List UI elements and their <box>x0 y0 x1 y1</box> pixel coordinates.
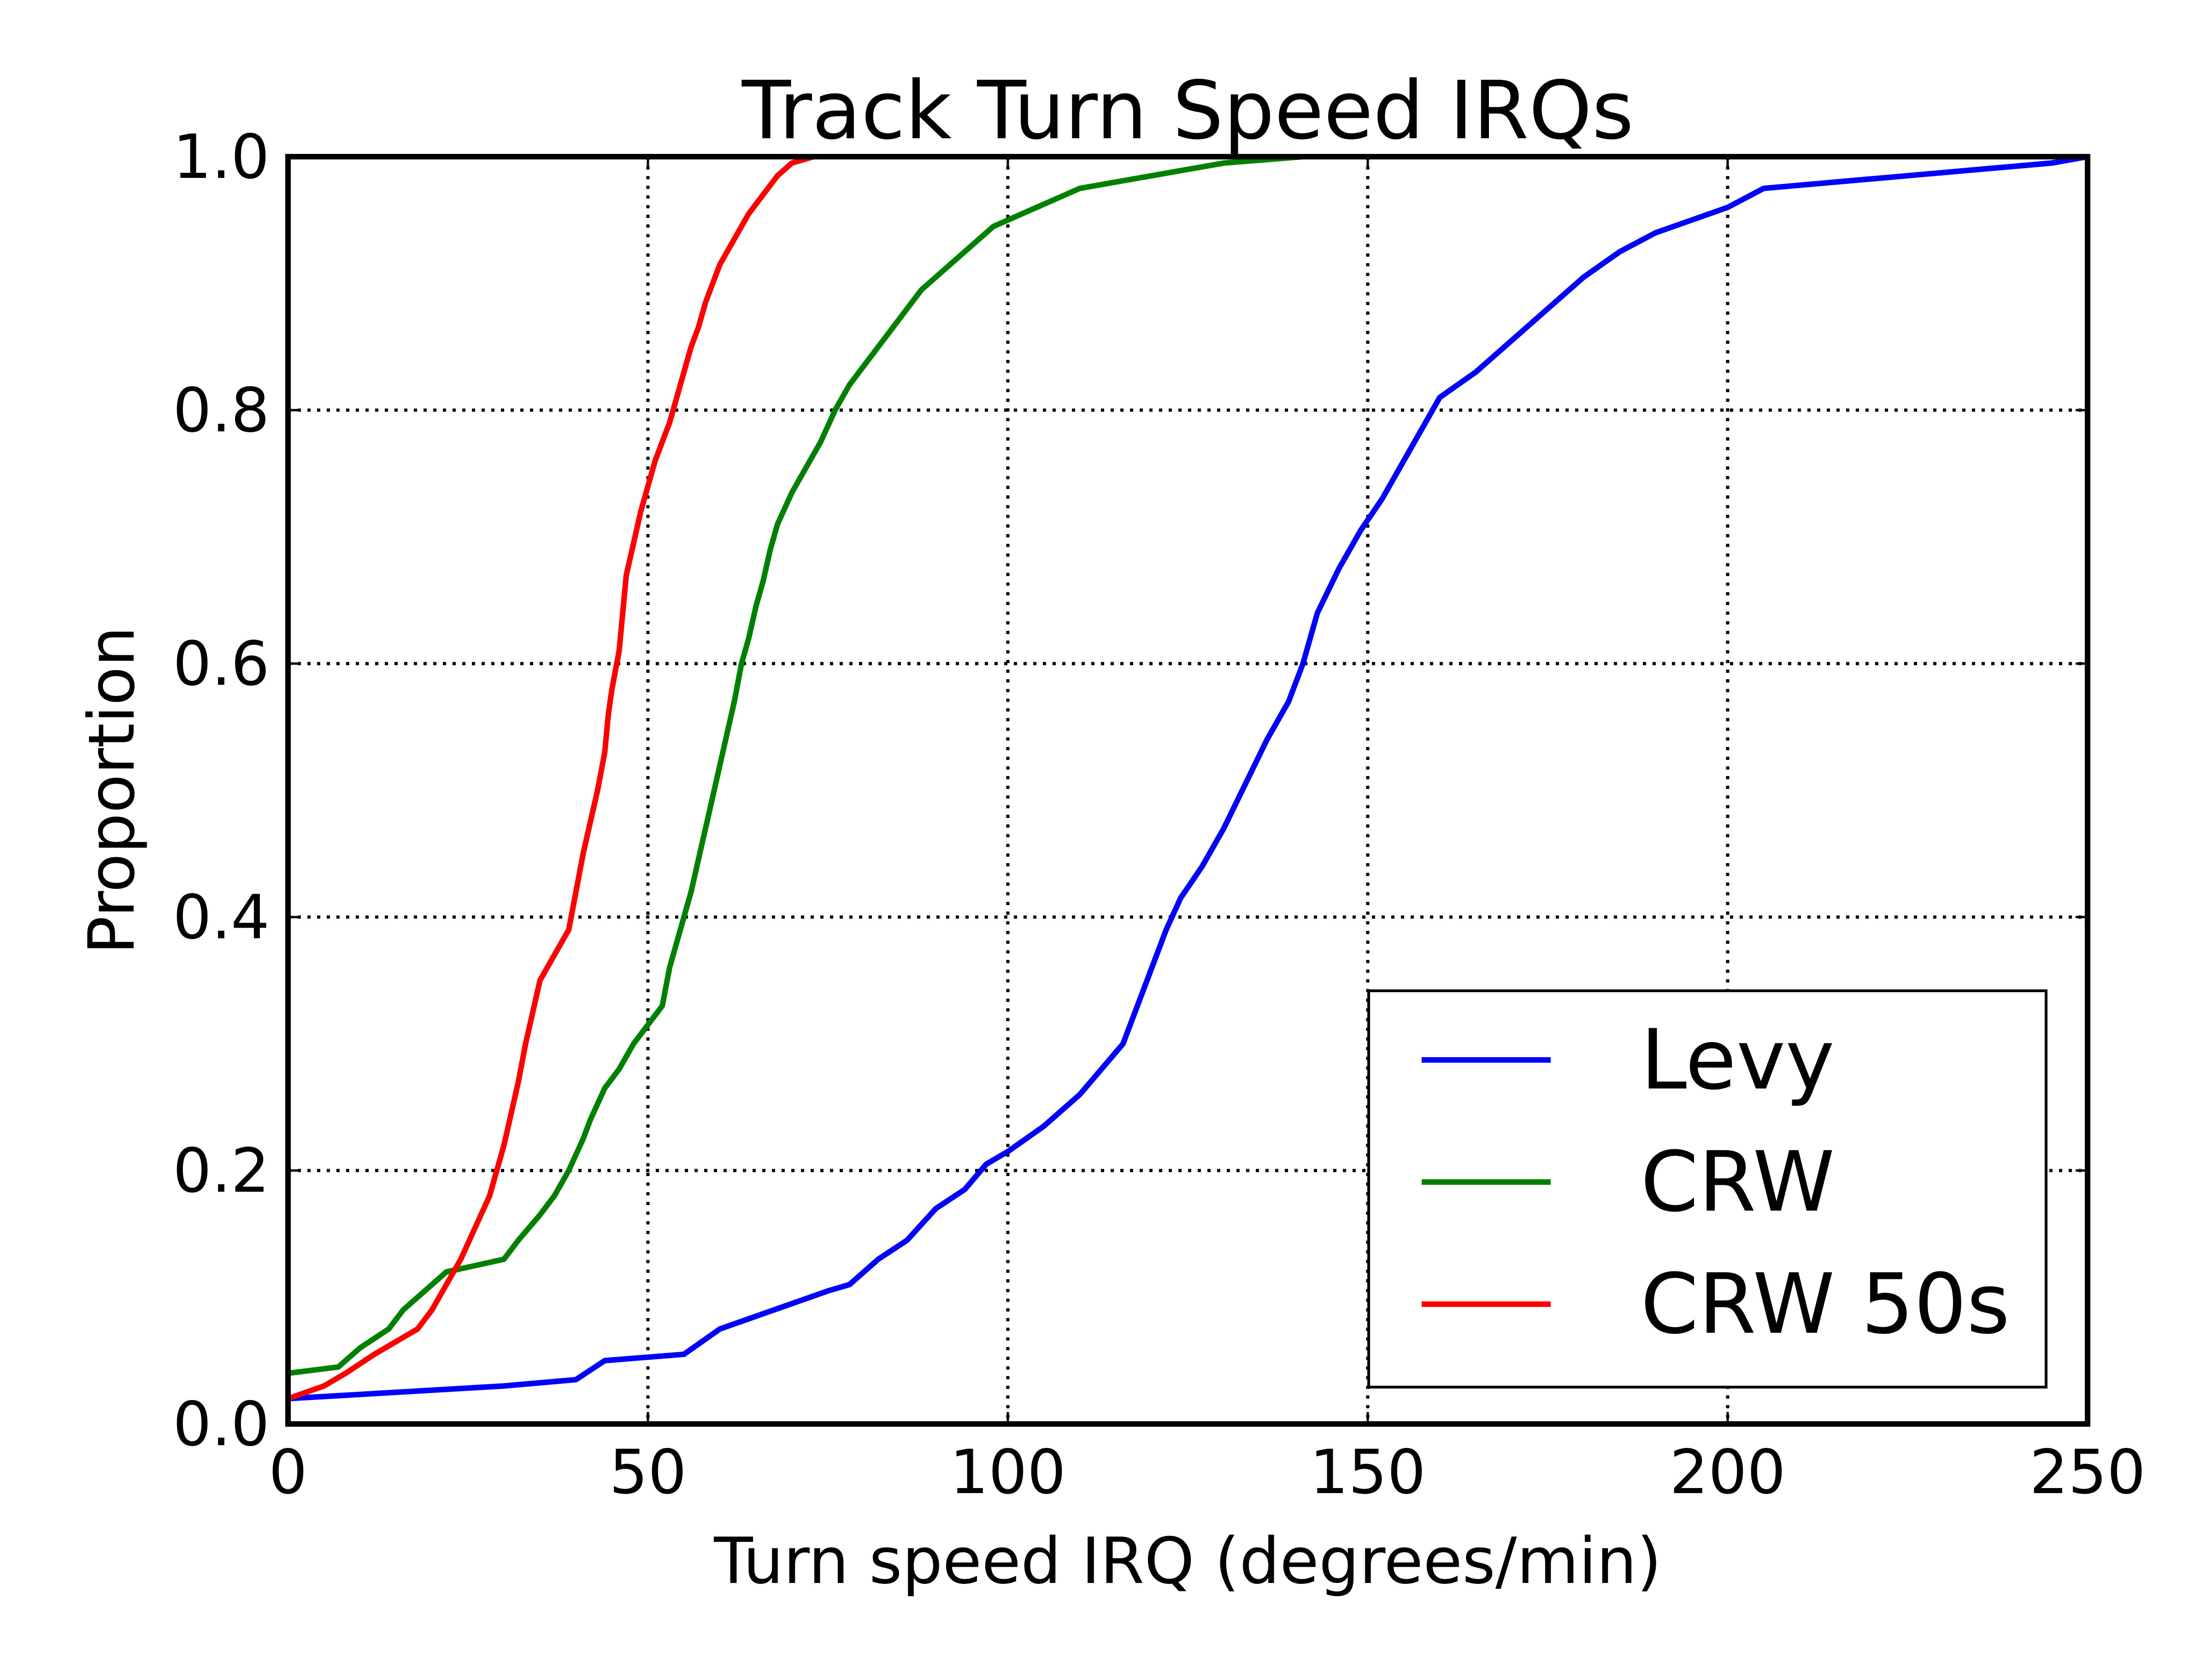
x-tick-label: 50 <box>609 1437 687 1508</box>
y-tick-label: 0.6 <box>173 629 270 700</box>
legend: Levy CRW CRW 50s <box>1367 989 2047 1388</box>
legend-label: CRW <box>1641 1134 1835 1230</box>
legend-box <box>1367 989 2047 1388</box>
x-tick-label: 250 <box>2030 1437 2146 1508</box>
x-tick-label: 0 <box>269 1437 307 1508</box>
y-tick-label: 0.0 <box>173 1389 270 1460</box>
y-tick-label: 0.2 <box>173 1135 270 1206</box>
series-line-crw <box>288 154 1303 1376</box>
plot-frame <box>285 154 2090 1427</box>
series-line-crw-50s <box>287 154 814 1401</box>
chart-title: Track Turn Speed IRQs <box>741 64 1634 158</box>
y-tick-label: 0.8 <box>173 375 270 446</box>
legend-items: Levy CRW CRW 50s <box>1422 1012 2010 1353</box>
series-line-levy <box>288 154 2088 1401</box>
legend-label: CRW 50s <box>1641 1256 2010 1353</box>
y-tick-label: 1.0 <box>173 122 270 193</box>
legend-label: Levy <box>1641 1012 1835 1108</box>
y-axis-title: Proportion <box>75 626 149 954</box>
x-axis-title: Turn speed IRQ (degrees/min) <box>713 1524 1661 1598</box>
x-tick-label: 150 <box>1310 1437 1426 1508</box>
series-layer <box>287 154 2088 1401</box>
x-tick-label: 100 <box>950 1437 1066 1508</box>
tick-layer: 0 50 100 150 200 250 0.0 0.2 0.4 0.6 0.8 1.0 <box>173 122 2146 1508</box>
x-tick-label: 200 <box>1670 1437 1786 1508</box>
y-tick-label: 0.4 <box>173 882 270 953</box>
